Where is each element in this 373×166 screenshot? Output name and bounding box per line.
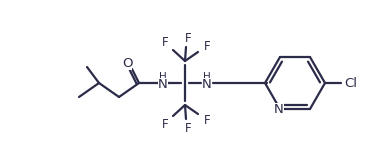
Text: F: F [185, 32, 191, 44]
Text: H: H [159, 72, 167, 82]
Text: N: N [158, 78, 168, 90]
Text: H: H [203, 72, 211, 82]
Text: N: N [274, 103, 284, 117]
Text: F: F [162, 118, 168, 130]
Text: O: O [122, 56, 132, 70]
Text: Cl: Cl [345, 77, 357, 89]
Text: N: N [202, 78, 212, 90]
Text: F: F [204, 40, 210, 52]
Text: F: F [185, 122, 191, 134]
Text: F: F [204, 114, 210, 126]
Text: F: F [162, 36, 168, 48]
